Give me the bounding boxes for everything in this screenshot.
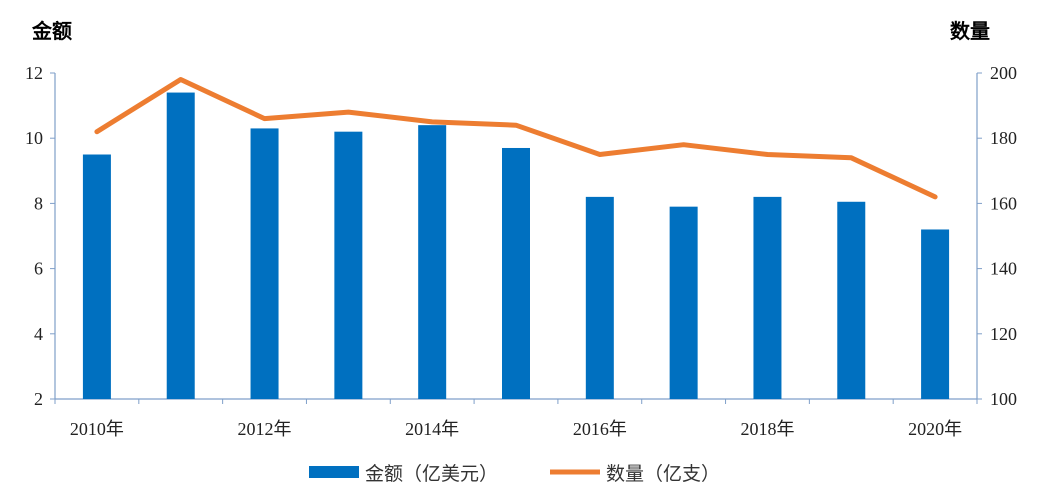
left-tick-label: 8 (34, 193, 43, 213)
bar (250, 128, 279, 400)
bar (334, 131, 363, 399)
legend: 金额（亿美元） 数量（亿支） (309, 463, 720, 485)
bar (502, 147, 530, 399)
x-tick-label: 2018年 (740, 419, 794, 439)
line-series (94, 77, 938, 200)
bar (837, 201, 866, 399)
legend-label-line: 数量（亿支） (606, 463, 720, 485)
left-tick-label: 6 (34, 259, 43, 279)
bar (585, 196, 614, 399)
bar (418, 125, 447, 399)
legend-label-bars: 金额（亿美元） (365, 463, 498, 485)
right-tick-label: 180 (990, 128, 1017, 148)
left-tick-label: 12 (25, 63, 43, 83)
x-axis-ticks: 2010年 2012年 2014年 2016年 2018年 2020年 (54, 399, 978, 439)
right-tick-label: 160 (990, 193, 1017, 213)
right-tick-label: 100 (990, 389, 1017, 409)
bar-series (82, 92, 950, 400)
bar (753, 196, 782, 399)
left-axis-title: 金额 (31, 19, 72, 43)
x-tick-label: 2020年 (908, 419, 962, 439)
bar (921, 229, 950, 399)
x-tick-label: 2012年 (238, 419, 292, 439)
right-tick-label: 200 (990, 63, 1017, 83)
legend-swatch-bars (309, 466, 359, 478)
right-tick-label: 140 (990, 259, 1017, 279)
x-tick-label: 2014年 (405, 419, 459, 439)
x-tick-label: 2010年 (70, 419, 124, 439)
bar (669, 206, 698, 399)
left-axis-ticks: 2 4 6 8 10 12 (25, 63, 55, 409)
x-tick-label: 2016年 (573, 419, 627, 439)
bar (166, 92, 195, 399)
right-axis-title: 数量 (950, 19, 990, 43)
left-tick-label: 10 (25, 128, 43, 148)
left-tick-label: 4 (34, 324, 43, 344)
right-axis-ticks: 100 120 140 160 180 200 (977, 63, 1017, 409)
left-tick-label: 2 (34, 389, 43, 409)
right-tick-label: 120 (990, 324, 1017, 344)
bar (82, 154, 111, 399)
line-path (94, 77, 938, 200)
